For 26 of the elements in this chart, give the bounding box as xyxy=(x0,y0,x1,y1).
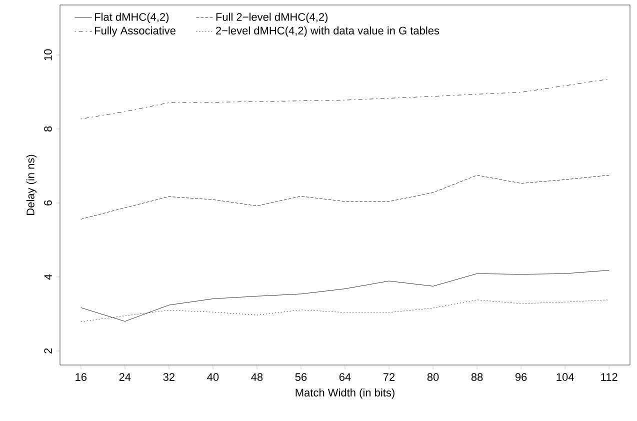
x-tick-label: 80 xyxy=(427,373,439,381)
y-tick-label: 8 xyxy=(44,126,52,132)
x-tick-label: 104 xyxy=(556,373,574,381)
x-tick-label: 56 xyxy=(295,373,307,381)
y-tick-label: 10 xyxy=(44,49,52,60)
legend-label: Flat dMHC(4,2) xyxy=(94,12,169,24)
y-axis-title: Delay (in ns) xyxy=(26,154,37,215)
legend-label: 2−level dMHC(4,2) with data value in G tables xyxy=(216,26,440,37)
x-tick-label: 48 xyxy=(251,373,263,381)
line-series xyxy=(80,174,610,220)
x-tick-label: 96 xyxy=(515,373,527,381)
y-tick-label: 6 xyxy=(44,200,52,206)
y-tick-label: 4 xyxy=(44,274,52,280)
x-tick-label: 72 xyxy=(383,373,395,381)
y-tick-label: 2 xyxy=(44,348,52,354)
x-axis-title: Match Width (in bits) xyxy=(296,388,394,399)
legend-label: Fully Associative xyxy=(94,26,176,37)
line-series xyxy=(80,270,610,322)
x-tick-label: 40 xyxy=(207,373,219,381)
x-tick-label: 64 xyxy=(339,373,351,381)
x-tick-label: 24 xyxy=(119,373,131,381)
x-tick-label: 88 xyxy=(471,373,483,381)
x-tick-label: 16 xyxy=(76,373,87,381)
legend-label: Full 2−level dMHC(4,2) xyxy=(216,12,328,24)
x-tick-label: 32 xyxy=(163,373,175,381)
x-tick-label: 112 xyxy=(601,373,618,381)
